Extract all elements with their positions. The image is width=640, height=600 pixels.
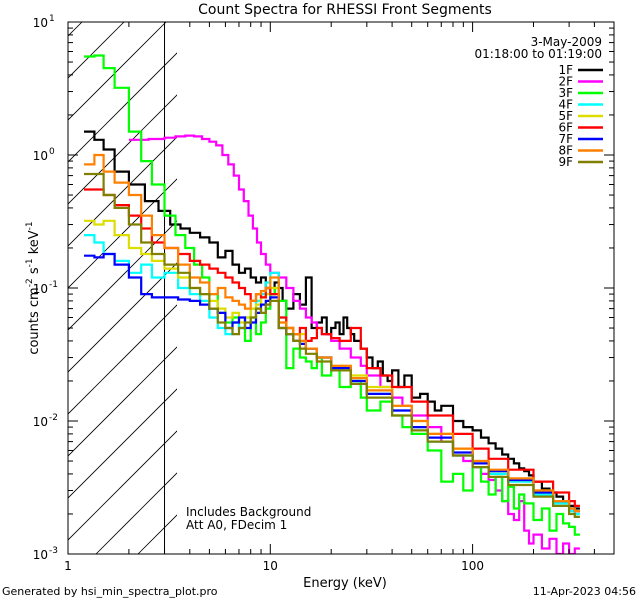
hatch-line	[68, 178, 177, 289]
y-tick-label: 10	[33, 282, 48, 296]
series-1F	[84, 130, 580, 510]
x-tick-label: 1	[64, 559, 72, 573]
annotation-attenuator: Att A0, FDecim 1	[186, 518, 287, 532]
hatch-line	[68, 52, 177, 163]
legend-label-7F: 7F	[558, 132, 573, 146]
y-label-main: counts cm	[27, 287, 42, 354]
series-9F	[84, 172, 580, 518]
plot-frame	[67, 21, 615, 555]
y-tick-label-exp: -3	[49, 546, 58, 556]
y-tick-label: 10	[33, 16, 48, 30]
legend-label-5F: 5F	[558, 109, 573, 123]
y-tick-label-exp: 1	[49, 14, 55, 24]
y-tick-label: 10	[33, 548, 48, 562]
y-label-s: s	[27, 267, 42, 278]
excluded-region-hatch	[68, 22, 177, 554]
series-layer	[84, 54, 580, 554]
footer-timestamp: 11-Apr-2023 04:56	[533, 585, 636, 598]
series-6F	[84, 188, 580, 507]
chart-title: Count Spectra for RHESSI Front Segments	[198, 2, 492, 18]
x-axis-label: Energy (keV)	[303, 576, 387, 591]
y-tick-label: 10	[33, 149, 48, 163]
series-3F	[84, 54, 580, 536]
time-range-label: 01:18:00 to 01:19:00	[475, 47, 602, 61]
hatch-line	[68, 220, 177, 331]
y-tick-label-exp: -1	[49, 280, 58, 290]
y-label-kev: keV	[27, 230, 42, 258]
hatch-line	[68, 388, 177, 499]
x-tick-label: 10	[263, 559, 278, 573]
legend-label-2F: 2F	[558, 75, 573, 89]
hatch-line	[68, 22, 83, 37]
legend-label-3F: 3F	[558, 86, 573, 100]
y-axis-label: counts cm-2 s-1 keV-1	[25, 221, 42, 354]
y-tick-label-exp: 0	[49, 147, 55, 157]
hatch-line	[68, 262, 177, 373]
hatch-line	[68, 304, 177, 415]
legend-label-8F: 8F	[558, 144, 573, 158]
legend-label-9F: 9F	[558, 155, 573, 169]
series-7F	[84, 252, 580, 513]
footer-generated-by: Generated by hsi_min_spectra_plot.pro	[2, 585, 218, 598]
legend-label-4F: 4F	[558, 98, 573, 112]
series-8F	[84, 153, 580, 513]
axis-ticks	[67, 21, 615, 555]
y-label-exp-s: -1	[25, 258, 35, 267]
legend-label-1F: 1F	[558, 63, 573, 77]
y-label-exp-kev: -1	[25, 221, 35, 230]
hatch-line	[68, 430, 177, 541]
x-tick-label: 100	[461, 559, 484, 573]
y-label-exp-cm: -2	[25, 278, 35, 287]
hatch-line	[68, 22, 167, 121]
legend-label-6F: 6F	[558, 121, 573, 135]
y-tick-label: 10	[33, 415, 48, 429]
y-tick-label-exp: -2	[49, 413, 58, 423]
date-label: 3-May-2009	[531, 35, 602, 49]
series-2F	[128, 134, 580, 554]
annotation-background: Includes Background	[186, 505, 311, 519]
